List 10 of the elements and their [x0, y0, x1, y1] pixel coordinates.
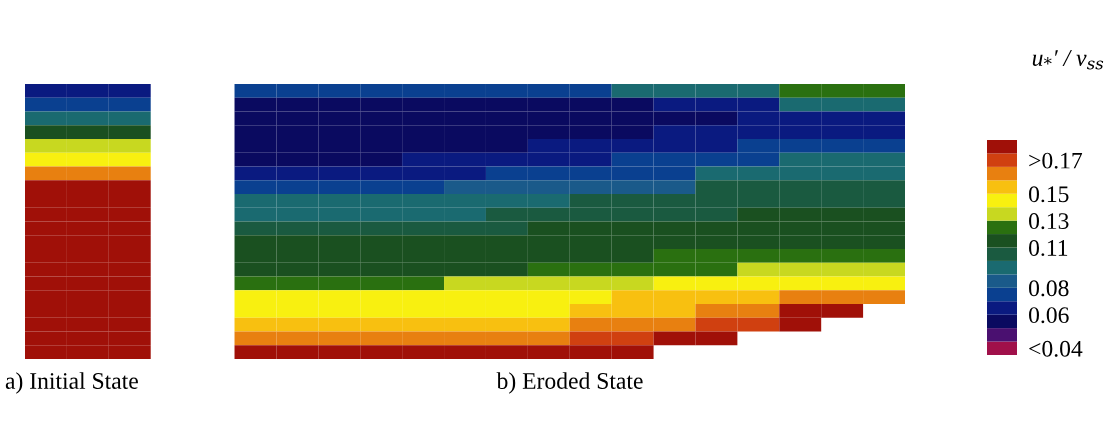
text: a) Initial State [5, 372, 138, 394]
color-bar-label: 0.06 [1029, 307, 1069, 324]
color-bar-label: 0.08 [1029, 280, 1069, 297]
color-bar-title: u$_{*}$′ / v$_{ss}$ [1032, 50, 1104, 70]
color-bar-label: >0.17 [1029, 152, 1083, 169]
text: b) Eroded State [496, 372, 643, 394]
color-bar-label: <0.04 [1029, 340, 1083, 357]
color-bar-label: 0.13 [1029, 213, 1069, 230]
color-bar-label: 0.15 [1029, 186, 1069, 203]
color-bar-label: 0.11 [1029, 239, 1068, 257]
